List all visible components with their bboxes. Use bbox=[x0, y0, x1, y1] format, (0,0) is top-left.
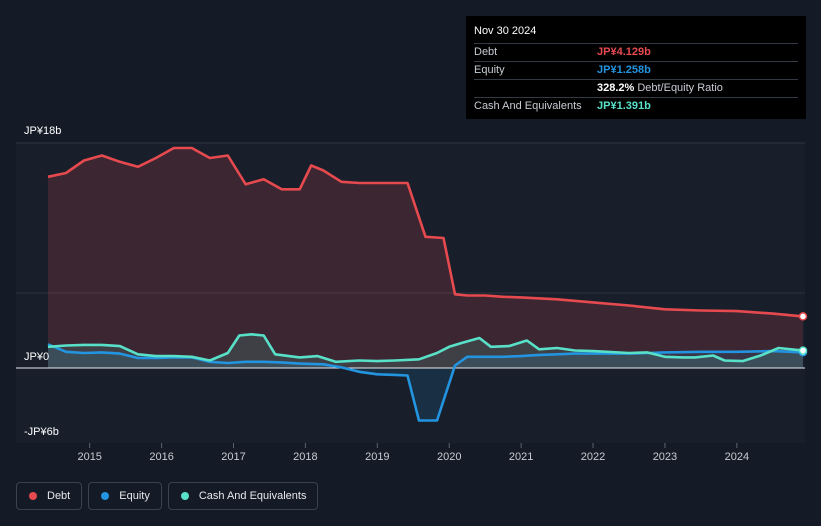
tooltip-value: JP¥1.391b bbox=[597, 100, 651, 112]
cash-and-equivalents-end-marker bbox=[798, 346, 808, 355]
debt-dot-icon bbox=[29, 492, 37, 500]
x-tick-label: 2019 bbox=[365, 451, 389, 463]
tooltip-value: JP¥4.129b bbox=[597, 46, 651, 58]
x-tick-label: 2018 bbox=[293, 451, 317, 463]
legend-label: Equity bbox=[119, 490, 150, 502]
tooltip-value: 328.2% bbox=[597, 82, 635, 94]
tooltip-label bbox=[474, 80, 597, 97]
tooltip-row-ratio: 328.2% Debt/Equity Ratio bbox=[474, 79, 798, 97]
legend-item-debt[interactable]: Debt bbox=[16, 482, 83, 510]
tooltip-value: JP¥1.258b bbox=[597, 64, 651, 76]
y-tick-label: JP¥18b bbox=[24, 125, 61, 137]
cash-and-equivalents-line bbox=[47, 333, 804, 364]
x-tick-label: 2022 bbox=[581, 451, 605, 463]
legend-label: Cash And Equivalents bbox=[198, 490, 307, 502]
x-tick-label: 2024 bbox=[725, 451, 749, 463]
tooltip-label: Cash And Equivalents bbox=[474, 100, 582, 112]
tooltip-label: Debt bbox=[474, 46, 498, 58]
tooltip-row-cash: Cash And Equivalents JP¥1.391b bbox=[474, 97, 798, 115]
cash-and-equivalents-area bbox=[48, 334, 803, 368]
chart-legend: Debt Equity Cash And Equivalents bbox=[16, 482, 319, 510]
x-tick-label: 2020 bbox=[437, 451, 461, 463]
x-tick-label: 2016 bbox=[149, 451, 173, 463]
x-tick-label: 2017 bbox=[221, 451, 245, 463]
tooltip-date: Nov 30 2024 bbox=[474, 25, 537, 37]
cash-dot-icon bbox=[180, 492, 189, 500]
debt-line bbox=[47, 146, 804, 318]
x-tick-label: 2023 bbox=[653, 451, 677, 463]
legend-item-cash[interactable]: Cash And Equivalents bbox=[167, 482, 319, 510]
y-tick-label: JP¥0 bbox=[24, 351, 49, 363]
tooltip-ratio-caption: Debt/Equity Ratio bbox=[637, 82, 723, 94]
data-tooltip: Nov 30 2024 Debt JP¥4.129b Equity JP¥1.2… bbox=[466, 16, 806, 119]
debt-area bbox=[48, 148, 803, 368]
y-tick-label: -JP¥6b bbox=[24, 426, 59, 438]
x-tick-label: 2021 bbox=[509, 451, 533, 463]
tooltip-label: Equity bbox=[474, 64, 505, 76]
tooltip-row-debt: Debt JP¥4.129b bbox=[474, 43, 798, 61]
legend-item-equity[interactable]: Equity bbox=[88, 482, 162, 510]
tooltip-row-equity: Equity JP¥1.258b bbox=[474, 61, 798, 79]
x-tick-label: 2015 bbox=[77, 451, 101, 463]
legend-label: Debt bbox=[47, 490, 71, 502]
debt-end-marker bbox=[798, 312, 808, 321]
equity-dot-icon bbox=[101, 492, 110, 500]
